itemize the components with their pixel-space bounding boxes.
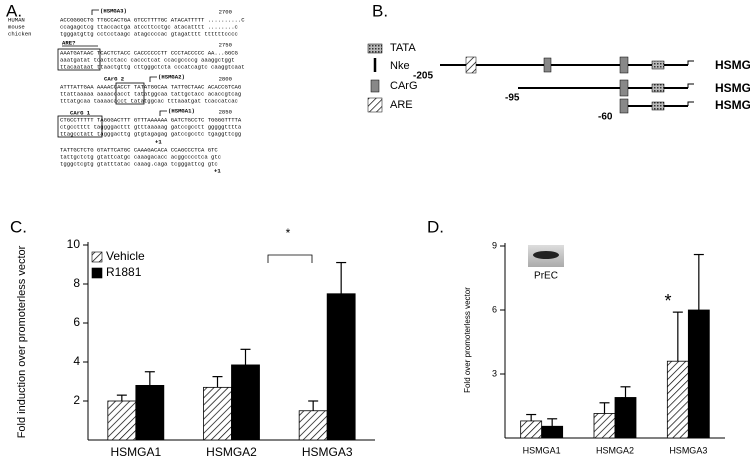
sequence-row: tttatgcaa taaaacacct tatatggcac tttaaatg… [60,97,238,104]
construct-start: -60 [598,112,613,123]
sequence-position: 2750 [219,41,233,48]
x-tick-label: HSMGA3 [302,445,353,459]
bar [326,293,356,441]
legend-swatch [91,251,103,263]
y-tick-label: 4 [73,354,80,368]
bar [541,425,564,439]
sequence-row: CTGCCTTTTT TAGGGACTTT GTTTAAAAAA GATCTGC… [60,116,242,123]
bar [593,413,616,439]
construct-name: HSMGA3 [715,58,750,72]
y-axis-label: Fold over promoterless vector [463,287,472,393]
panel-label: C. [10,217,27,236]
x-tick-label: HSMGA2 [596,445,634,455]
inset-band [533,251,559,259]
construct-start: -95 [505,93,520,104]
bar [107,400,137,441]
sequence-row: ACCGGGGCTG TTGCCACTGA GTCCTTTTGC ATACATT… [60,16,245,23]
sequence-row: ttacaataat ttaactgttg cttgggctcta cccatc… [60,63,245,70]
species-label: mouse [8,23,25,30]
bar [231,364,260,441]
y-tick-label: 6 [492,304,497,314]
sequence-position: 2850 [219,108,233,115]
sequence-row: ctgcctttt taggggacttt gtttaaaaag gatccgc… [60,123,242,130]
y-tick-label: 3 [492,368,497,378]
annotation: * [618,394,625,414]
motif-label: CArG 2 [104,75,125,82]
panel-label: A. [6,1,22,20]
significance-bracket [267,254,313,263]
sequence-row: ttattaaaaa aaaaccacct tatatggcaa tattgct… [60,90,241,97]
sequence-row: aaatgatat tcactctacc caccctcat ccacgcccc… [60,56,235,63]
y-tick-label: 2 [73,393,80,407]
sequence-row: ttagcctatt tagggacttg gtgtagagag gatccgc… [60,130,241,137]
x-tick-label: HSMGA2 [206,445,257,459]
motif-label: +1 [155,138,162,145]
species-label: HUMAN [8,16,25,23]
inset-label: PrEC [534,271,558,282]
x-tick-label: HSMGA1 [110,445,161,459]
legend-label: Vehicle [106,249,145,263]
motif-label: (HSMGA1) [168,107,195,114]
annotation: * [286,226,291,240]
legend-label: CArG [390,80,418,92]
y-tick-label: 8 [73,276,80,290]
bar [666,360,689,439]
sequence-row: AAATGATAAC TCACTCTACC CACCCCCCTT CCCTACC… [60,49,239,56]
legend-label: ARE [390,99,413,111]
bar [687,309,710,439]
construct-name: HSMGA2 [715,81,750,95]
sequence-row: TATTGCTCTG GTATTCATGC CAAAGACACA CCAGCCC… [60,146,218,153]
y-axis-label: Fold induction over promoterless vector [16,245,28,438]
x-tick-label: HSMGA3 [669,445,707,455]
construct-start: -205 [413,71,433,82]
bar [520,420,543,439]
legend-label: TATA [390,42,416,54]
motif-label: CArG 1 [70,109,91,116]
bar [203,386,232,441]
panel-label: B. [372,1,388,20]
sequence-row: ccagagctcg ttaccactga atccttcctgc atacat… [60,23,238,30]
sequence-row: tgggatgttg cctcctaagc atagccccac gtagatt… [60,30,238,37]
annotation: * [664,291,671,311]
motif-label: (HSMGA3) [100,7,127,14]
y-tick-label: 6 [73,315,80,329]
legend-swatch [91,267,103,279]
bar [298,410,328,441]
species-label: chicken [8,30,32,37]
sequence-position: 2700 [219,8,233,15]
y-tick-label: 9 [492,240,497,250]
motif-label: (HSMGA2) [158,73,185,80]
motif-label: +1 [214,167,221,174]
motif-label: ARE? [62,39,76,46]
bar [135,384,165,441]
promoter-diagram [367,43,694,114]
panel-label: D. [427,217,444,236]
sequence-row: tattgctctg gtattcatgc caaagacacc acggccc… [60,153,221,160]
construct-name: HSMGA1 [715,98,750,112]
sequence-row: tgggctcgtg gtatttatac caaag.caga tcgggat… [60,160,218,167]
sequence-row: ATTTATTGAA AAAACCACCT TATATGGCAA TATTGCT… [60,83,242,90]
x-tick-label: HSMGA1 [523,445,561,455]
legend-label: R1881 [106,265,142,279]
motif-boxes [57,9,167,138]
y-tick-label: 10 [67,237,81,251]
legend-label: Nke [390,60,410,72]
sequence-position: 2800 [219,75,233,82]
